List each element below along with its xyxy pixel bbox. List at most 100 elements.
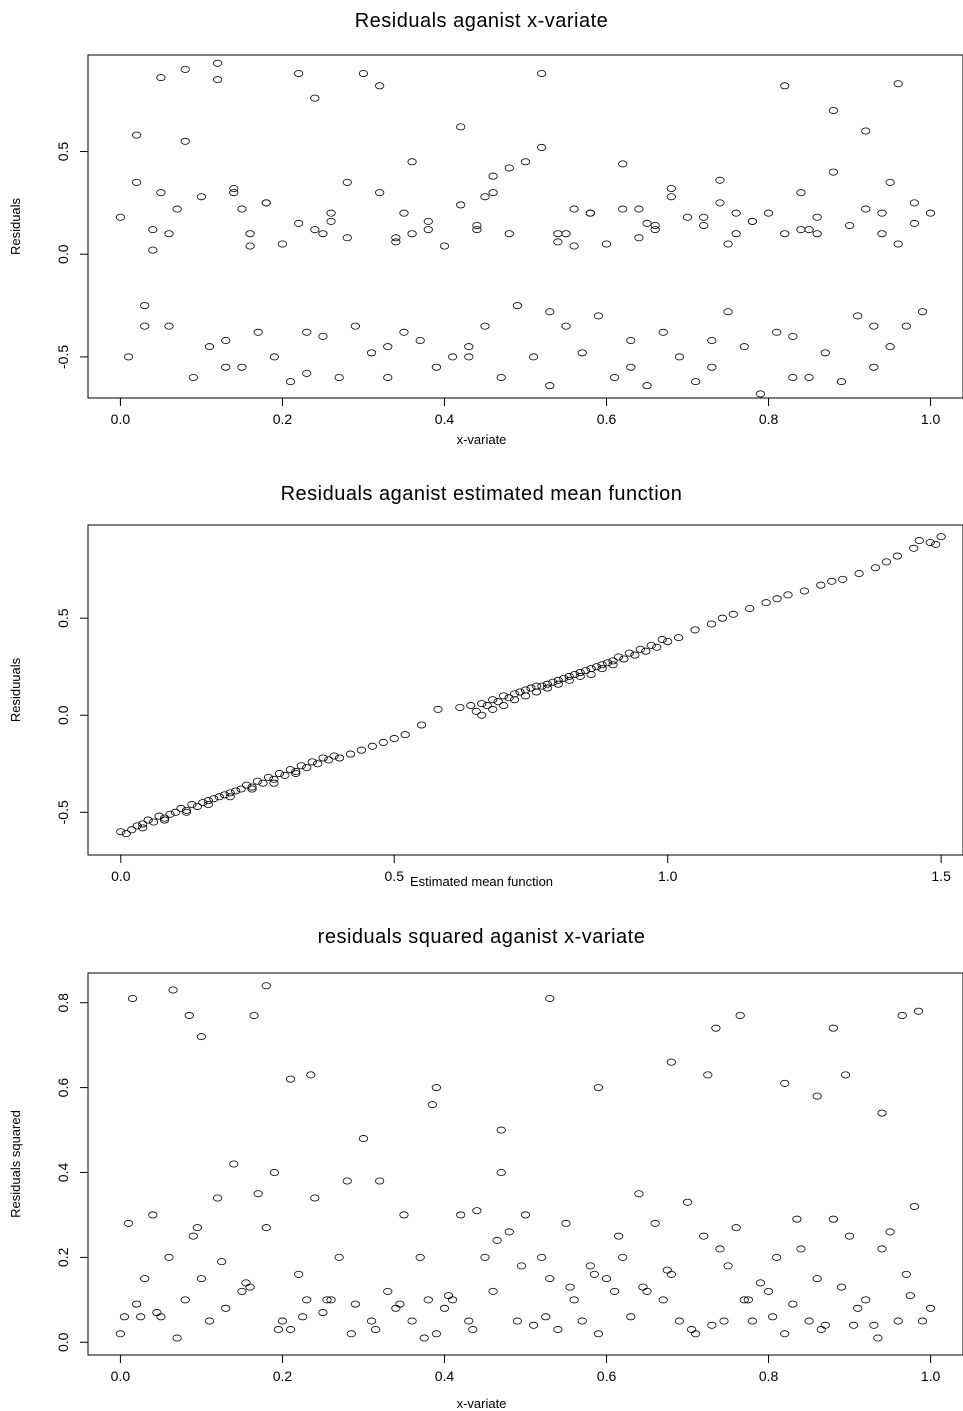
scatter-point (650, 1219, 660, 1227)
scatter-point (853, 1304, 863, 1312)
scatter-point (488, 189, 498, 197)
scatter-point (545, 1275, 555, 1283)
scatter-point (399, 209, 409, 217)
scatter-point (318, 754, 328, 762)
chart-2: Residuals aganist estimated mean functio… (8, 483, 963, 889)
scatter-point (496, 1168, 506, 1176)
x-axis-label: Estimated mean function (410, 874, 553, 889)
scatter-point (913, 1007, 924, 1015)
scatter-point (828, 1215, 838, 1223)
scatter-point (322, 1296, 332, 1304)
scatter-point (885, 178, 895, 186)
scatter-point (148, 246, 158, 254)
scatter-point (140, 302, 150, 310)
scatter-point (723, 240, 733, 248)
scatter-point (431, 1330, 441, 1338)
scatter-point (804, 1317, 814, 1325)
scatter-point (391, 238, 401, 246)
y-tick-label: 0.6 (55, 1078, 71, 1098)
scatter-point (799, 587, 810, 595)
scatter-point (723, 1262, 733, 1270)
scatter-point (772, 328, 782, 336)
scatter-point (389, 735, 399, 743)
scatter-point (531, 682, 542, 690)
scatter-point (326, 209, 336, 217)
scatter-point (302, 764, 312, 772)
scatter-point (245, 230, 255, 238)
scatter-point (828, 1024, 838, 1032)
scatter-point (870, 564, 881, 572)
scatter-point (159, 814, 170, 822)
scatter-point (132, 1300, 142, 1308)
x-tick-label: 0.0 (111, 411, 131, 427)
scatter-point (358, 69, 369, 77)
scatter-point (581, 667, 591, 675)
scatter-point (788, 373, 798, 381)
scatter-point (526, 684, 536, 692)
scatter-point (812, 230, 822, 238)
scatter-point (345, 750, 356, 758)
scatter-point (204, 1317, 215, 1325)
scatter-point (447, 1296, 458, 1304)
scatter-point (164, 1253, 174, 1261)
scatter-point (214, 793, 224, 801)
scatter-point (329, 752, 339, 760)
scatter-point (509, 696, 520, 704)
x-tick-label: 1.0 (658, 868, 678, 884)
scatter-point (181, 806, 192, 814)
scatter-point (591, 663, 602, 671)
scatter-point (618, 205, 628, 213)
scatter-point (456, 1211, 466, 1219)
scatter-point (707, 363, 717, 371)
scatter-point (302, 328, 312, 336)
scatter-point (531, 688, 542, 696)
scatter-point (407, 158, 417, 166)
scatter-point (728, 610, 738, 618)
scatter-point (439, 1304, 450, 1312)
scatter-point (269, 779, 279, 787)
scatter-point (768, 1313, 778, 1321)
scatter-point (187, 801, 197, 809)
scatter-point (827, 577, 837, 585)
scatter-point (666, 185, 676, 193)
scatter-point (691, 1330, 701, 1338)
scatter-point (220, 791, 230, 799)
scatter-point (610, 1287, 620, 1295)
scatter-point (310, 226, 320, 234)
scatter-point (488, 1287, 498, 1295)
scatter-point (650, 226, 660, 234)
scatter-point (585, 209, 595, 217)
scatter-point (493, 698, 503, 706)
scatter-point (261, 982, 271, 990)
x-tick-label: 0.8 (759, 1368, 779, 1384)
scatter-point (909, 199, 919, 207)
scatter-point (159, 816, 170, 824)
scatter-point (844, 1232, 855, 1240)
scatter-point (294, 69, 304, 77)
scatter-point (247, 785, 257, 793)
x-tick-label: 0.6 (597, 1368, 617, 1384)
scatter-point (553, 230, 563, 238)
scatter-point (433, 705, 443, 713)
scatter-point (593, 1084, 604, 1092)
scatter-point (512, 302, 522, 310)
scatter-point (378, 738, 388, 746)
scatter-point (184, 1011, 194, 1019)
chart-title: residuals squared aganist x-variate (318, 926, 646, 948)
scatter-point (136, 1313, 146, 1321)
scatter-point (477, 711, 487, 719)
scatter-point (156, 1313, 166, 1321)
y-axis-label: Residuals (8, 197, 23, 255)
scatter-point (466, 702, 476, 710)
scatter-point (181, 808, 192, 816)
scatter-point (674, 353, 685, 361)
scatter-point (564, 676, 574, 684)
scatter-point (318, 1309, 328, 1317)
scatter-point (252, 777, 263, 785)
scatter-point (296, 762, 306, 770)
scatter-point (642, 219, 652, 227)
scatter-point (399, 328, 409, 336)
scatter-point (772, 1253, 782, 1261)
scatter-point (302, 1296, 312, 1304)
scatter-point (541, 1313, 551, 1321)
